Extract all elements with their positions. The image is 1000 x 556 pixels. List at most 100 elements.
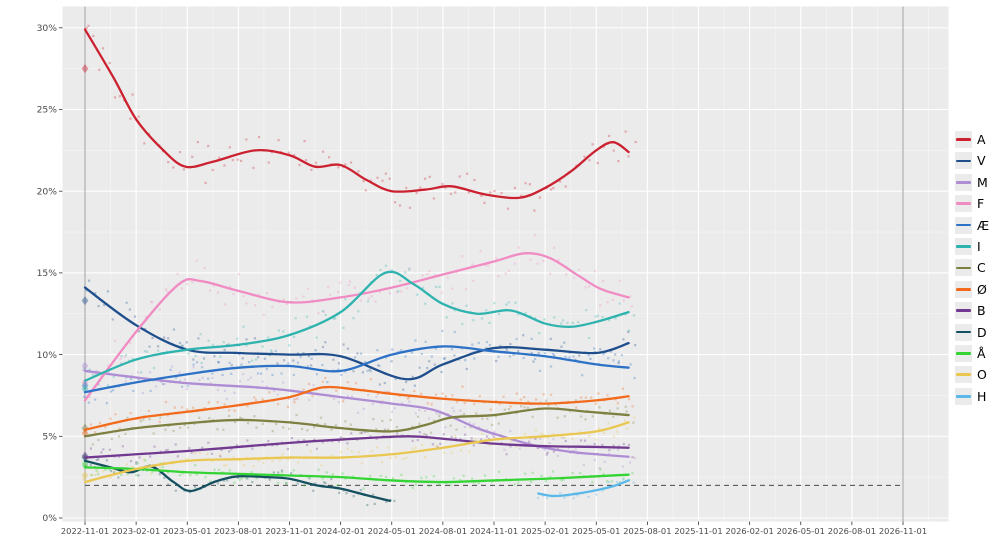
poll-dot [559,435,562,438]
poll-dot [370,449,373,453]
poll-dot [528,183,531,186]
poll-dot [211,343,214,346]
poll-dot [87,24,90,27]
poll-dot [593,442,596,446]
poll-dot [607,452,611,455]
poll-dot [594,438,597,441]
poll-dot [591,143,594,146]
poll-dot [149,389,152,392]
poll-dot [441,329,444,333]
poll-dot [206,452,209,456]
poll-dot [451,302,454,305]
poll-dot [337,290,340,294]
poll-dot [174,443,177,446]
poll-dot [362,487,365,490]
poll-dot [478,395,481,398]
poll-dot [505,453,508,456]
poll-dot [261,398,264,401]
poll-dot [512,353,515,356]
poll-dot [416,415,420,418]
poll-dot [543,449,546,452]
poll-dot [327,285,330,289]
poll-dot [414,412,417,415]
poll-dot [588,336,591,340]
poll-dot [312,489,315,492]
poll-dot [426,366,429,370]
poll-dot [473,481,476,484]
poll-dot [494,359,498,363]
poll-dot [143,350,147,353]
poll-dot [199,333,202,336]
poll-dot [315,447,318,450]
poll-dot [335,389,338,392]
poll-dot [556,416,559,419]
poll-dot [172,429,175,433]
poll-dot [352,317,355,320]
poll-dot [462,474,465,477]
poll-dot [163,336,166,339]
legend-item-I: I [955,237,989,255]
poll-dot [424,455,427,459]
poll-dot [350,450,354,453]
poll-dot [606,301,609,304]
poll-dot [336,483,339,487]
poll-dot [203,407,206,410]
poll-dot [106,364,110,367]
poll-dot [132,389,135,393]
y-tick-label: 25% [37,105,58,116]
poll-dot [259,372,263,375]
poll-dot [552,450,556,453]
poll-dot [442,433,445,436]
poll-dot [117,435,121,438]
poll-dot [287,458,290,461]
poll-dot [591,415,594,418]
poll-dot [306,365,309,368]
poll-dot [91,443,94,446]
poll-dot [468,421,471,424]
x-tick-label: 2025-05-01 [572,526,620,536]
poll-dot [342,343,345,346]
poll-dot [277,329,280,332]
poll-dot [500,191,503,195]
poll-dot [390,360,393,363]
poll-dot [342,437,345,440]
poll-dot [253,337,257,340]
poll-dot [408,396,411,399]
poll-dot [566,321,569,324]
trend-line-Ø [83,385,630,431]
poll-dot [607,357,610,360]
poll-dot [384,172,387,175]
poll-dot [154,385,157,388]
poll-dot [369,179,372,182]
poll-dot [408,400,411,403]
poll-dot [292,469,295,472]
poll-dot [312,384,315,387]
poll-dot [216,388,220,392]
poll-dot [403,271,407,274]
poll-dot [255,426,258,429]
poll-dot [321,363,324,367]
poll-dot [472,279,475,283]
poll-dot [538,332,541,335]
poll-dot [577,268,581,271]
poll-dot [534,398,538,401]
poll-dot [594,402,597,405]
poll-dot [337,440,341,443]
poll-dot [352,495,355,498]
poll-dot [123,355,126,358]
poll-dot [450,348,454,351]
poll-dot [622,338,625,341]
poll-dot [384,356,388,359]
poll-dot [493,189,496,193]
poll-dot [111,318,114,321]
legend-key-icon [955,302,972,320]
poll-dot [590,396,593,399]
poll-dot [272,471,275,474]
poll-dot [621,387,625,390]
poll-dot [124,353,128,357]
poll-dot [402,388,405,391]
trend-line-O [83,421,630,484]
poll-dot [217,291,220,294]
poll-dot [621,465,624,468]
poll-dot [98,421,101,425]
